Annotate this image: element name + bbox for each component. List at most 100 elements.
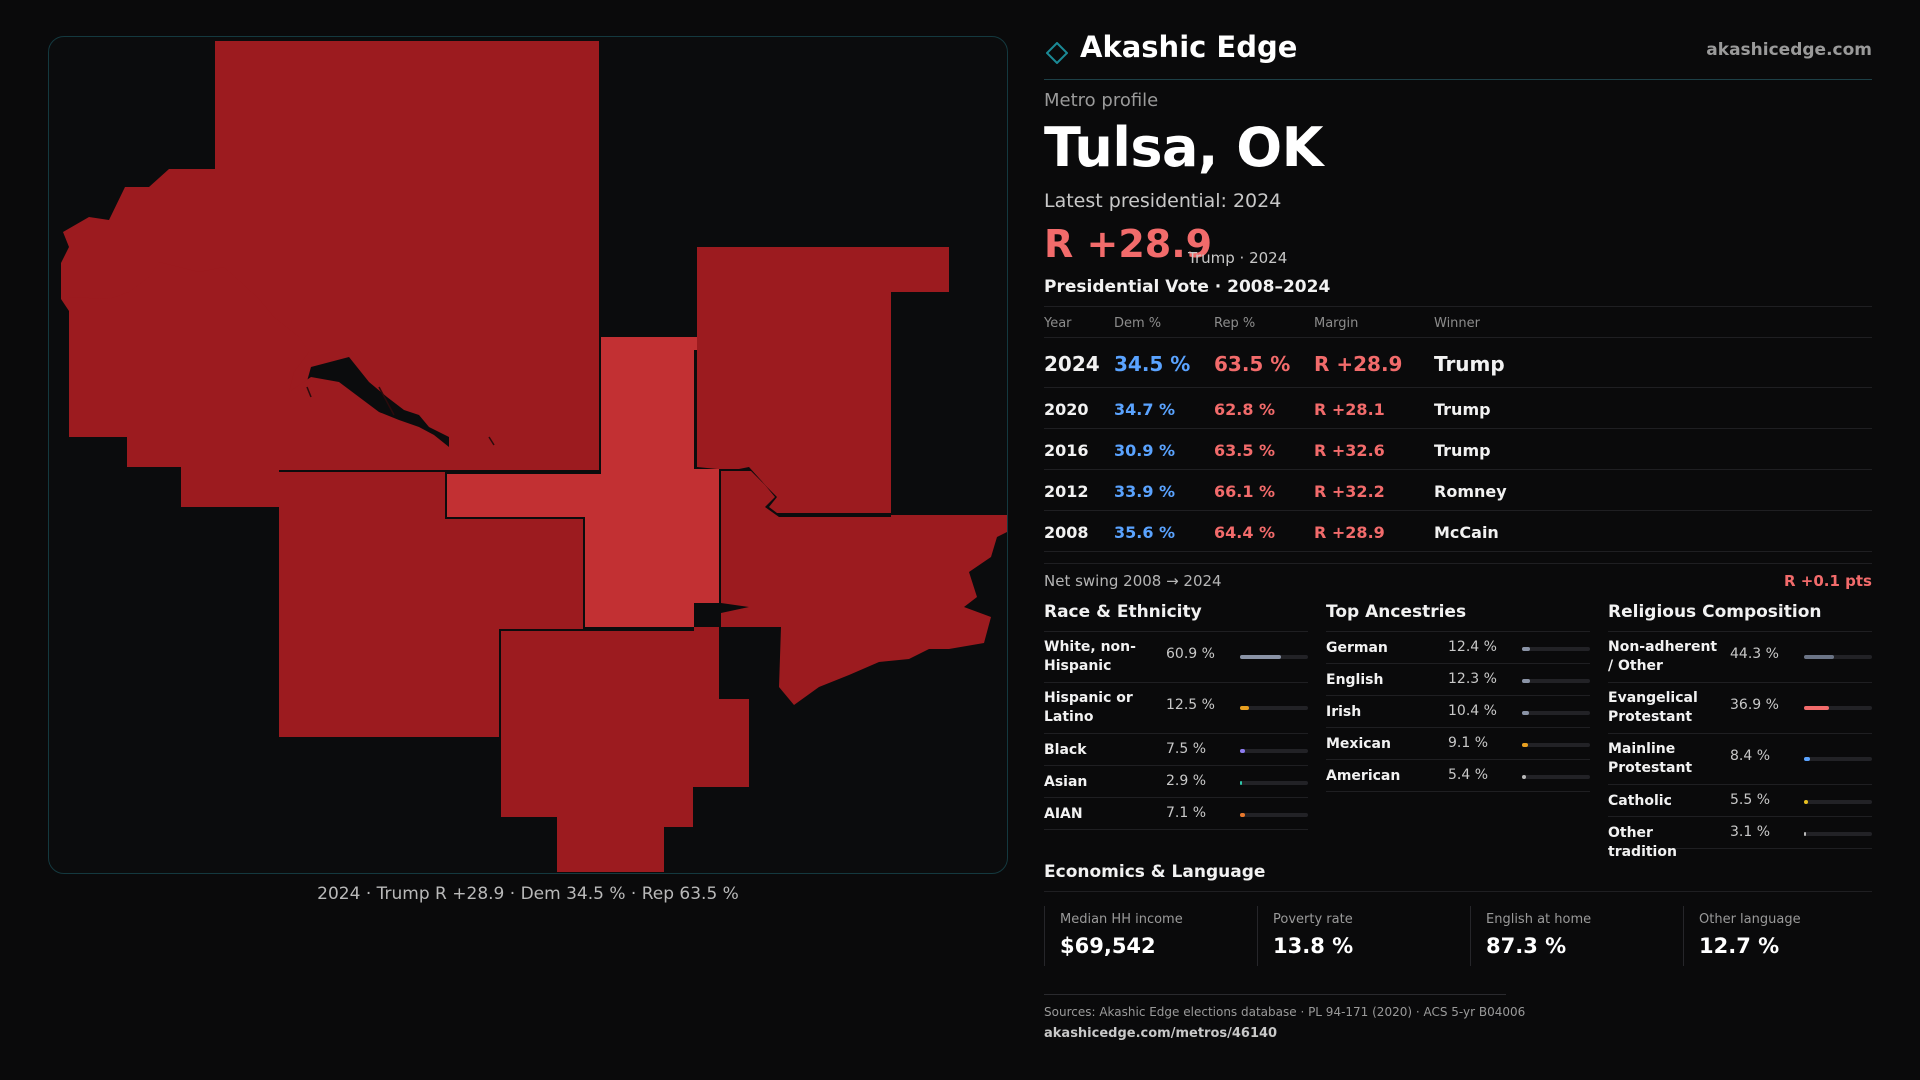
stat-value: 87.3 %: [1486, 934, 1567, 958]
demo-value: 44.3 %: [1730, 646, 1779, 662]
county-creek[interactable]: [279, 472, 583, 737]
winner-cell: McCain: [1434, 523, 1499, 542]
stat-card: Median HH income $69,542: [1044, 906, 1244, 966]
table-row: 2012 33.9 % 66.1 % R +32.2 Romney: [1044, 470, 1872, 511]
share-bar-fill: [1240, 813, 1245, 817]
demo-value: 12.4 %: [1448, 639, 1497, 655]
margin-cell: R +28.9: [1314, 523, 1385, 542]
winner-cell: Trump: [1434, 441, 1491, 460]
list-item: White, non-Hispanic 60.9 %: [1044, 632, 1308, 683]
stat-card: English at home 87.3 %: [1470, 906, 1670, 966]
share-bar: [1240, 813, 1308, 817]
share-bar: [1522, 647, 1590, 651]
col-rep: Rep %: [1214, 316, 1256, 331]
dem-cell: 34.7 %: [1114, 400, 1176, 419]
map-caption: 2024 · Trump R +28.9 · Dem 34.5 % · Rep …: [317, 884, 739, 904]
header-divider: [1044, 79, 1872, 80]
list-item: Asian 2.9 %: [1044, 766, 1308, 798]
share-bar: [1522, 775, 1590, 779]
religion-section: Religious Composition Non-adherent / Oth…: [1608, 602, 1872, 860]
share-bar-fill: [1240, 655, 1282, 659]
share-bar: [1522, 743, 1590, 747]
race-ethnicity-section: Race & Ethnicity White, non-Hispanic 60.…: [1044, 602, 1308, 830]
share-bar: [1804, 832, 1872, 836]
county-wagoner[interactable]: [721, 471, 1007, 705]
rep-cell: 64.4 %: [1214, 523, 1276, 542]
year-cell: 2008: [1044, 523, 1089, 542]
list-item: Black 7.5 %: [1044, 734, 1308, 766]
share-bar: [1240, 749, 1308, 753]
share-bar: [1804, 655, 1872, 659]
net-swing-value: R +0.1 pts: [1784, 572, 1872, 590]
share-bar-fill: [1522, 711, 1530, 715]
ancestries-section: Top Ancestries German 12.4 % English 12.…: [1326, 602, 1590, 792]
col-winner: Winner: [1434, 316, 1481, 331]
list-item: Non-adherent / Other 44.3 %: [1608, 632, 1872, 683]
race-heading: Race & Ethnicity: [1044, 602, 1308, 632]
rep-cell: 63.5 %: [1214, 441, 1276, 460]
economics-heading: Economics & Language: [1044, 862, 1872, 892]
share-bar: [1240, 655, 1308, 659]
share-bar: [1804, 706, 1872, 710]
diamond-outline-icon: [1046, 42, 1068, 64]
stat-label: Median HH income: [1060, 912, 1183, 927]
col-dem: Dem %: [1114, 316, 1162, 331]
demo-value: 60.9 %: [1166, 646, 1215, 662]
rep-cell: 66.1 %: [1214, 482, 1276, 501]
county-rogers[interactable]: [697, 247, 949, 513]
demo-label: Mexican: [1326, 736, 1391, 752]
demo-label: White, non-Hispanic: [1044, 639, 1136, 674]
table-row: 2020 34.7 % 62.8 % R +28.1 Trump: [1044, 388, 1872, 429]
rep-cell: 62.8 %: [1214, 400, 1276, 419]
vote-heading: Presidential Vote · 2008–2024: [1044, 277, 1331, 297]
brand-url[interactable]: akashicedge.com: [1706, 40, 1872, 60]
stat-card: Poverty rate 13.8 %: [1257, 906, 1457, 966]
year-cell: 2020: [1044, 400, 1089, 419]
demo-label: American: [1326, 768, 1401, 784]
dem-cell: 30.9 %: [1114, 441, 1176, 460]
demo-label: Catholic: [1608, 793, 1672, 809]
stat-card: Other language 12.7 %: [1683, 906, 1883, 966]
list-item: Mainline Protestant 8.4 %: [1608, 734, 1872, 785]
list-item: Hispanic or Latino 12.5 %: [1044, 683, 1308, 734]
dem-cell: 33.9 %: [1114, 482, 1176, 501]
margin-cell: R +32.2: [1314, 482, 1385, 501]
ancestry-heading: Top Ancestries: [1326, 602, 1590, 632]
county-tulsa[interactable]: [447, 337, 719, 627]
share-bar-fill: [1804, 706, 1830, 710]
demo-value: 7.5 %: [1166, 741, 1207, 757]
share-bar: [1240, 781, 1308, 785]
stat-label: Poverty rate: [1273, 912, 1353, 927]
share-bar-fill: [1804, 832, 1807, 836]
col-margin: Margin: [1314, 316, 1359, 331]
county-pawnee[interactable]: [69, 262, 449, 507]
county-okmulgee[interactable]: [501, 627, 749, 872]
demo-label: Non-adherent / Other: [1608, 639, 1718, 674]
share-bar: [1804, 757, 1872, 761]
list-item: Irish 10.4 %: [1326, 696, 1590, 728]
list-item: American 5.4 %: [1326, 760, 1590, 792]
winner-cell: Romney: [1434, 482, 1507, 501]
share-bar-fill: [1522, 743, 1529, 747]
sources-note: Sources: Akashic Edge elections database…: [1044, 1005, 1526, 1019]
stat-label: Other language: [1699, 912, 1801, 927]
table-row: 2016 30.9 % 63.5 % R +32.6 Trump: [1044, 429, 1872, 470]
year-cell: 2012: [1044, 482, 1089, 501]
eyebrow-label: Metro profile: [1044, 90, 1159, 111]
latest-election-label: Latest presidential: 2024: [1044, 190, 1282, 212]
winner-cell: Trump: [1434, 352, 1505, 376]
brand-header: Akashic Edge akashicedge.com: [1044, 30, 1872, 70]
share-bar-fill: [1240, 749, 1246, 753]
county-osage[interactable]: [61, 41, 599, 470]
religion-heading: Religious Composition: [1608, 602, 1872, 632]
headline-margin: R +28.9: [1044, 222, 1213, 266]
sources-divider: [1044, 994, 1506, 995]
share-bar-fill: [1240, 781, 1243, 785]
metro-map: [48, 36, 1008, 874]
headline-winner: Trump · 2024: [1188, 249, 1288, 267]
demo-label: Evangelical Protestant: [1608, 690, 1698, 725]
demo-label: Asian: [1044, 774, 1088, 790]
rep-cell: 63.5 %: [1214, 352, 1291, 376]
dem-cell: 34.5 %: [1114, 352, 1191, 376]
permalink[interactable]: akashicedge.com/metros/46140: [1044, 1026, 1278, 1041]
